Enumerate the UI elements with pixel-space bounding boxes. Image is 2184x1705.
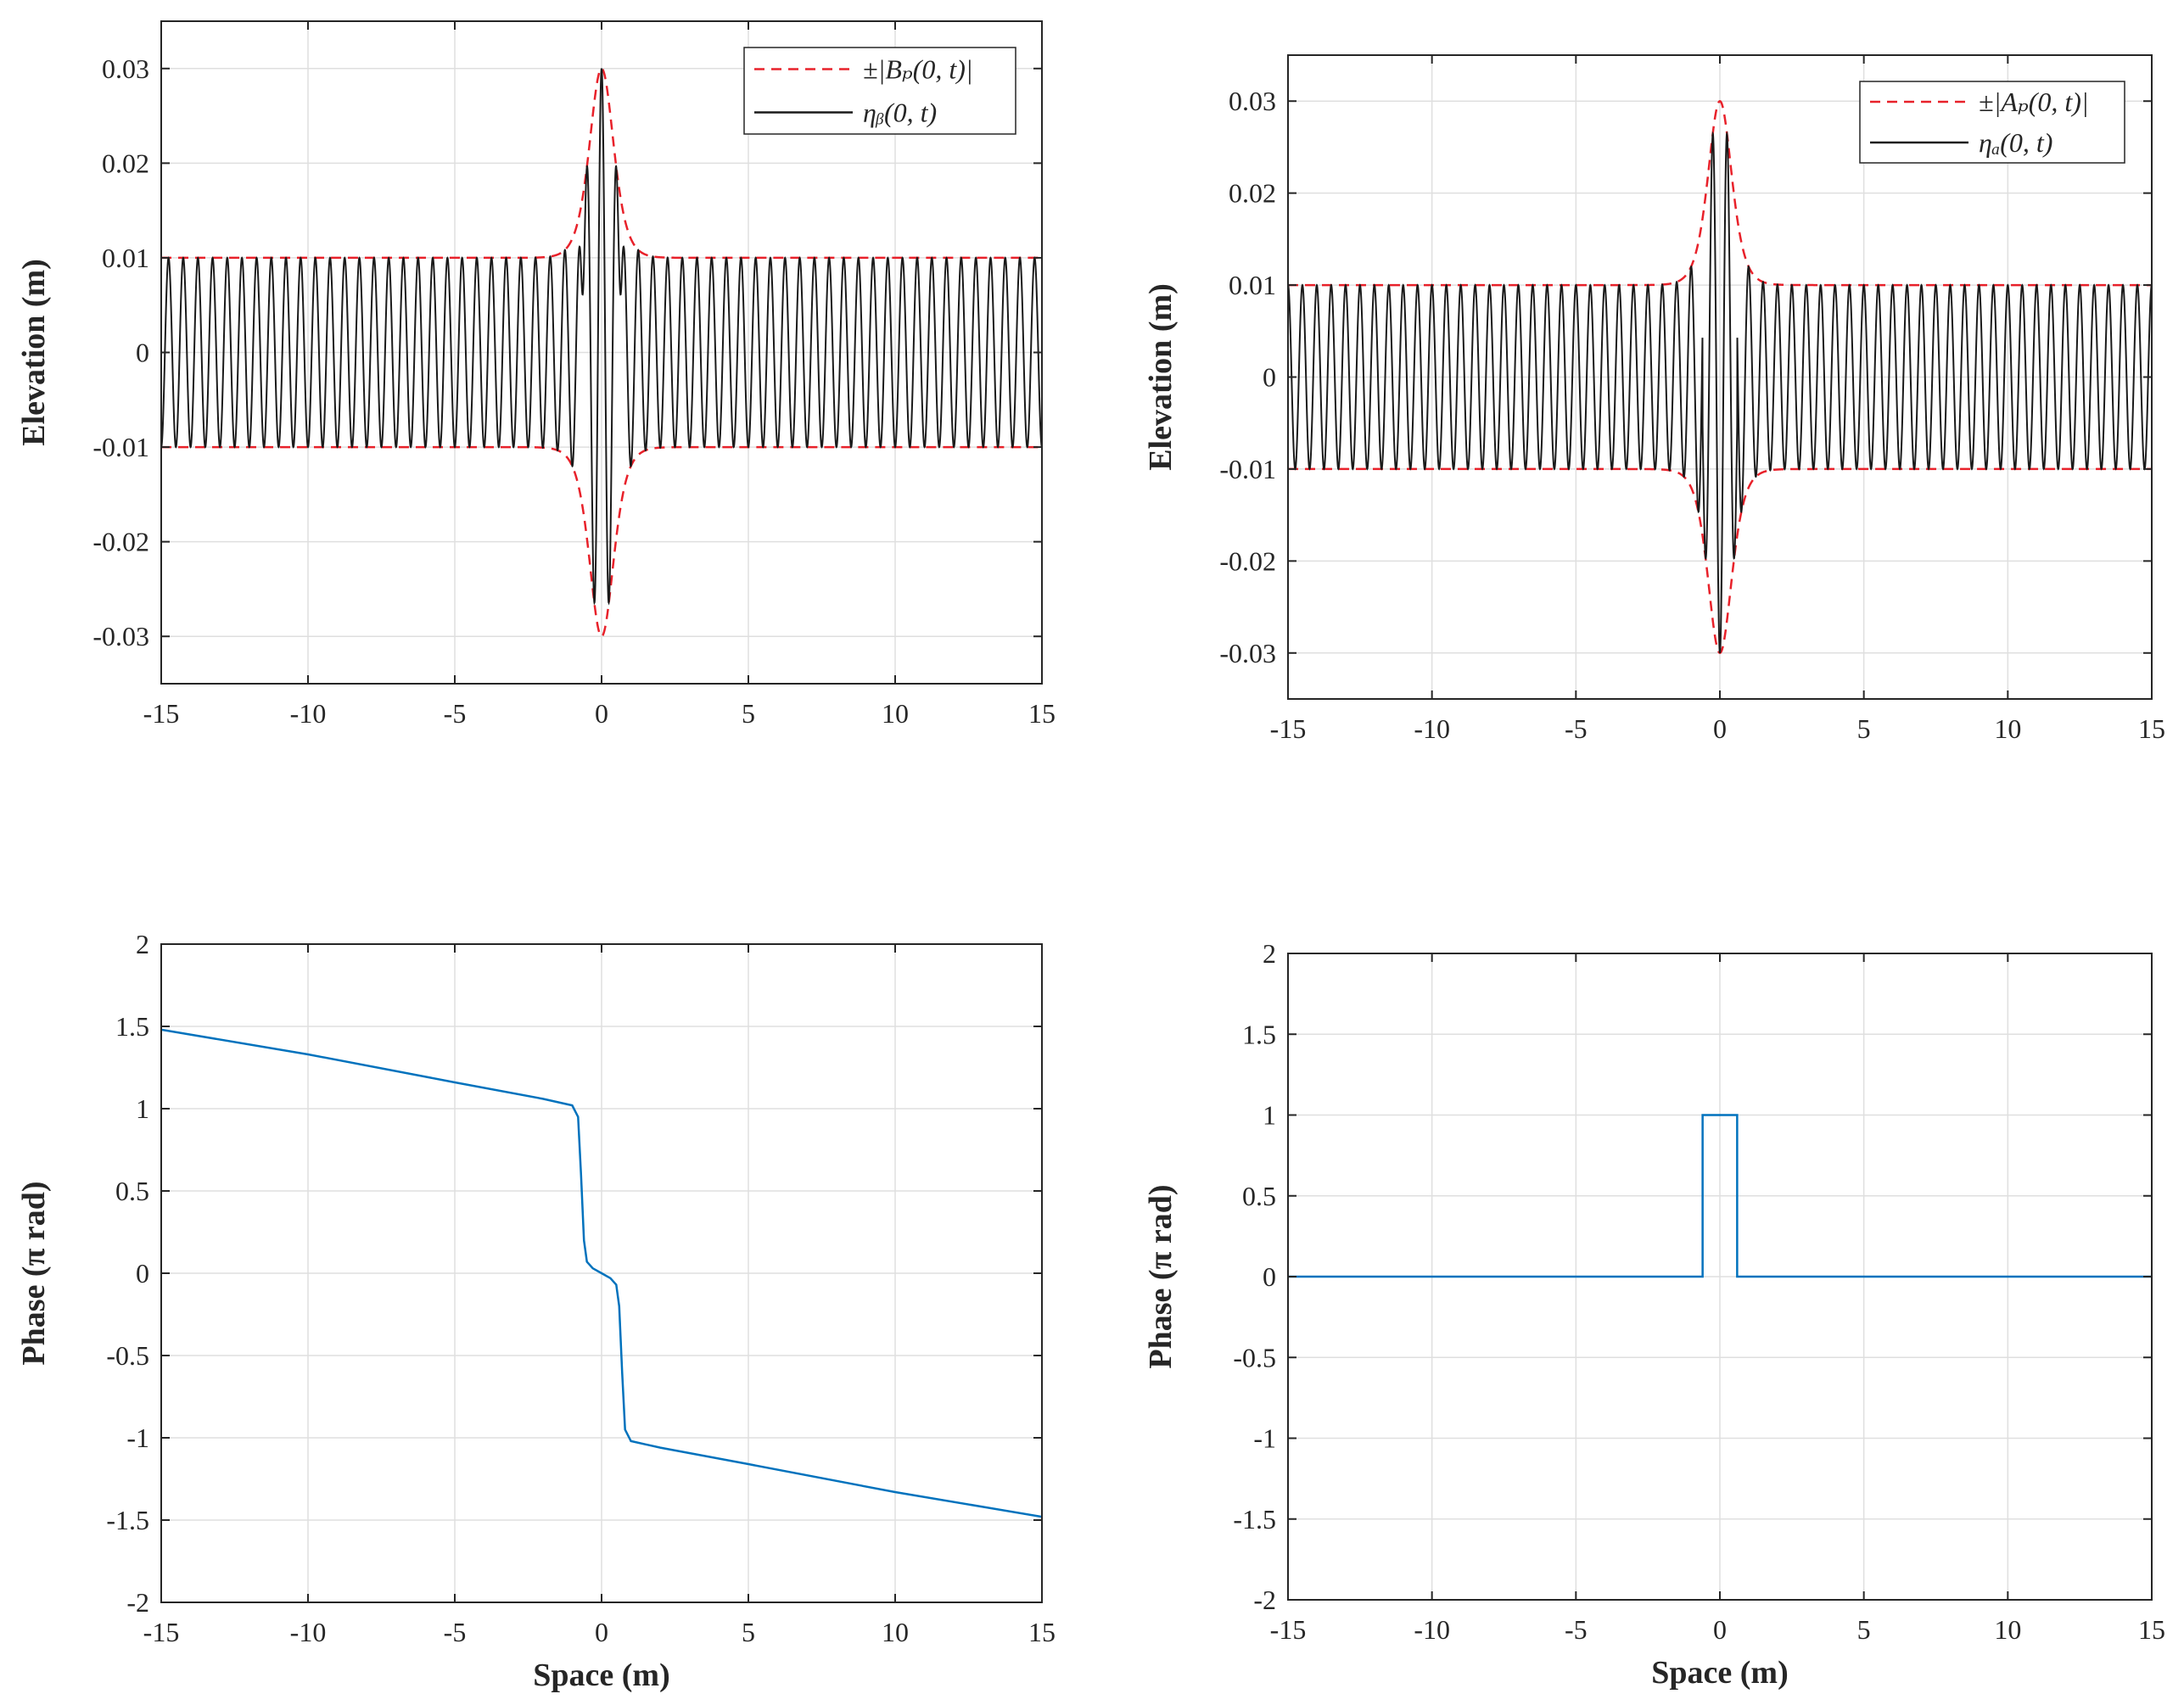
series-line-0 <box>161 1028 1042 1518</box>
y-axis-label: Elevation (m) <box>1143 283 1179 471</box>
xtick-label-4: 5 <box>742 1617 755 1647</box>
ytick-label-2: -0.01 <box>1219 454 1276 484</box>
xtick-label-1: -10 <box>1414 1614 1450 1645</box>
series-group <box>1288 1114 2152 1278</box>
ytick-label-1: -1.5 <box>1233 1504 1276 1534</box>
xtick-label-6: 15 <box>2138 1614 2165 1645</box>
ytick-label-6: 1 <box>1263 1100 1276 1131</box>
xtick-label-2: -5 <box>1565 1614 1588 1645</box>
xtick-label-5: 10 <box>882 1617 909 1647</box>
xtick-label-4: 5 <box>1857 713 1871 744</box>
xtick-label-4: 5 <box>1857 1614 1871 1645</box>
panel-top-left: -15 -10 -5 0 5 10 15 -0.03 -0.02 -0.01 0 0.01 0.02 0.… <box>16 20 1056 729</box>
xtick-label-0: -15 <box>1270 1614 1307 1645</box>
ytick-label-6: 1 <box>136 1093 149 1124</box>
panel-bottom-right: -15 -10 -5 0 5 10 15 -2 -1.5 -1 -0.5 0 0.5 1 1.5 2 Phase… <box>1143 938 2165 1691</box>
ytick-label-1: -0.02 <box>1219 545 1276 576</box>
ytick-label-2: -1 <box>126 1423 149 1453</box>
series-group <box>161 67 1042 638</box>
ytick-label-5: 0.5 <box>1242 1181 1276 1211</box>
ytick-label-0: -2 <box>126 1587 149 1618</box>
legend-label-0: ±|Aₚ(0, t)| <box>1979 87 2089 117</box>
xtick-label-1: -10 <box>290 1617 327 1647</box>
legend-label-0: ±|Bₚ(0, t)| <box>863 54 973 85</box>
ytick-label-5: 0.5 <box>115 1176 149 1206</box>
xtick-label-2: -5 <box>1565 713 1588 744</box>
ytick-label-4: 0 <box>136 1258 149 1289</box>
xtick-label-1: -10 <box>290 698 327 729</box>
ytick-label-2: -0.01 <box>92 432 149 462</box>
ytick-label-5: 0.02 <box>102 148 149 178</box>
ytick-label-5: 0.02 <box>1229 178 1276 209</box>
x-axis-label: Space (m) <box>533 1657 669 1693</box>
y-axis-label: Phase (π rad) <box>1143 1184 1179 1368</box>
ytick-label-3: -0.5 <box>1233 1342 1276 1372</box>
xtick-label-1: -10 <box>1414 713 1450 744</box>
ytick-label-7: 1.5 <box>115 1011 149 1042</box>
ytick-label-0: -2 <box>1253 1585 1276 1615</box>
legend-label-1: ηᵦ(0, t) <box>863 98 937 128</box>
series-oscillation <box>1288 131 2152 654</box>
ytick-label-1: -0.02 <box>92 527 149 557</box>
ytick-label-8: 2 <box>136 929 149 959</box>
xtick-label-0: -15 <box>143 1617 180 1647</box>
panel-bottom-left: -15 -10 -5 0 5 10 15 -2 -1.5 -1 -0.5 0 0.5 1 1.5 2 Phase… <box>16 929 1056 1693</box>
xtick-label-5: 10 <box>882 698 909 729</box>
series-group <box>161 1028 1042 1518</box>
ytick-label-6: 0.03 <box>1229 86 1276 116</box>
panel-top-right: -15 -10 -5 0 5 10 15 -0.03 -0.02 -0.01 0 0.01 0.02 0.… <box>1143 54 2165 744</box>
xtick-label-2: -5 <box>444 1617 467 1647</box>
xtick-label-6: 15 <box>1028 1617 1056 1647</box>
xtick-label-4: 5 <box>742 698 755 729</box>
x-axis-label: Space (m) <box>1651 1655 1788 1691</box>
ytick-label-0: -0.03 <box>92 621 149 651</box>
legend-label-1: ηₐ(0, t) <box>1979 127 2052 158</box>
ytick-label-4: 0.01 <box>102 243 149 273</box>
ytick-label-2: -1 <box>1253 1423 1276 1454</box>
series-envelope-upper <box>161 67 1042 260</box>
xtick-label-5: 10 <box>1994 1614 2021 1645</box>
ytick-label-4: 0 <box>1263 1261 1276 1292</box>
xtick-label-3: 0 <box>1713 713 1727 744</box>
ytick-label-7: 1.5 <box>1242 1019 1276 1049</box>
ytick-label-0: -0.03 <box>1219 638 1276 668</box>
xtick-label-3: 0 <box>595 698 608 729</box>
xtick-label-5: 10 <box>1994 713 2021 744</box>
series-oscillation <box>161 68 1042 606</box>
y-axis-label: Phase (π rad) <box>16 1181 52 1365</box>
ytick-label-4: 0.01 <box>1229 270 1276 300</box>
ytick-label-1: -1.5 <box>106 1505 149 1535</box>
ytick-label-3: 0 <box>136 338 149 368</box>
y-axis-label: Elevation (m) <box>16 259 52 446</box>
xtick-label-0: -15 <box>143 698 180 729</box>
xtick-label-3: 0 <box>595 1617 608 1647</box>
series-line-0 <box>1288 1114 2152 1278</box>
legend: ±|Aₚ(0, t)| ηₐ(0, t) <box>1859 81 2125 164</box>
xtick-label-6: 15 <box>2138 713 2165 744</box>
ytick-label-8: 2 <box>1263 938 1276 969</box>
xtick-label-3: 0 <box>1713 1614 1727 1645</box>
xtick-label-0: -15 <box>1270 713 1307 744</box>
ytick-label-6: 0.03 <box>102 53 149 84</box>
series-group <box>1288 99 2152 655</box>
ytick-label-3: 0 <box>1263 362 1276 393</box>
ytick-label-3: -0.5 <box>106 1340 149 1371</box>
legend-box <box>1859 81 2125 164</box>
legend: ±|Bₚ(0, t)| ηᵦ(0, t) <box>743 47 1016 135</box>
xtick-label-6: 15 <box>1028 698 1056 729</box>
legend-box <box>743 47 1016 135</box>
xtick-label-2: -5 <box>444 698 467 729</box>
